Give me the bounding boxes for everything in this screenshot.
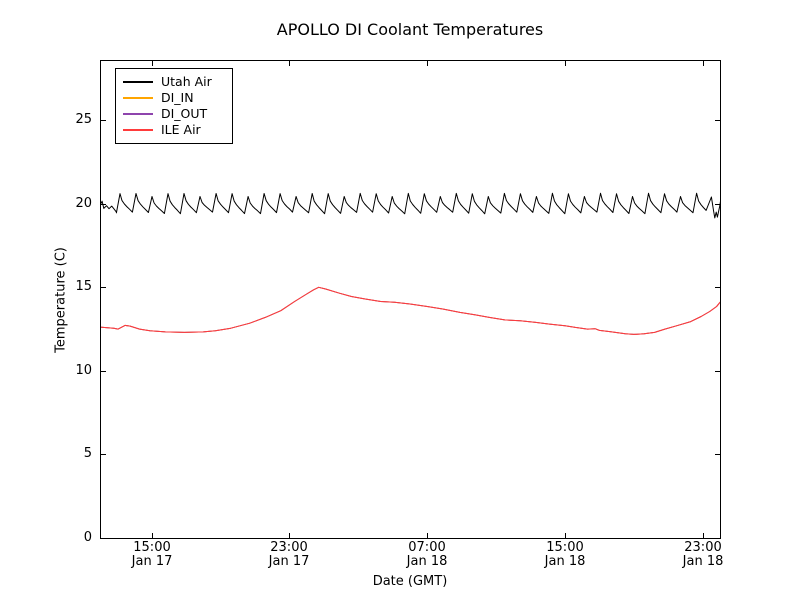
chart-title: APOLLO DI Coolant Temperatures: [276, 20, 544, 39]
legend: Utah Air DI_IN DI_OUT ILE Air: [115, 68, 233, 144]
legend-item-di-in: DI_IN: [123, 90, 226, 106]
series-line-di-out: [100, 286, 720, 335]
legend-label: DI_IN: [161, 90, 194, 105]
x-tick-label: 15:00 Jan 18: [520, 541, 610, 569]
series-lines: [100, 192, 720, 335]
x-axis-title: Date (GMT): [372, 574, 448, 589]
x-tick-label: 23:00 Jan 18: [658, 541, 748, 569]
axes-frame: [100, 60, 721, 539]
x-tick-date: Jan 17: [131, 554, 173, 569]
x-tick-time: 15:00: [133, 540, 171, 555]
y-tick-label: 10: [75, 363, 92, 378]
x-tick-label: 15:00 Jan 17: [107, 541, 197, 569]
x-tick-label: 07:00 Jan 18: [382, 541, 472, 569]
legend-line-swatch: [123, 129, 153, 131]
series-line-ile-air: [100, 286, 720, 335]
x-tick-time: 07:00: [408, 540, 446, 555]
legend-line-swatch: [123, 81, 153, 83]
y-axis-title: Temperature (C): [53, 247, 69, 353]
legend-item-utah-air: Utah Air: [123, 74, 226, 90]
x-tick-time: 23:00: [684, 540, 722, 555]
y-tick-label: 15: [75, 279, 92, 294]
x-tick-date: Jan 18: [682, 554, 724, 569]
legend-line-swatch: [123, 113, 153, 115]
legend-label: DI_OUT: [161, 106, 208, 121]
y-tick-label: 0: [83, 530, 92, 545]
y-tick-label: 20: [75, 196, 92, 211]
y-tick-label: 5: [83, 446, 92, 461]
y-tick-label: 25: [75, 112, 92, 127]
legend-item-ile-air: ILE Air: [123, 122, 226, 138]
legend-label: Utah Air: [161, 74, 212, 89]
x-tick-time: 23:00: [270, 540, 308, 555]
x-tick-date: Jan 17: [268, 554, 310, 569]
x-tick-date: Jan 18: [406, 554, 448, 569]
series-line-di-in: [100, 286, 720, 335]
series-line-utah-air: [100, 192, 720, 219]
legend-line-swatch: [123, 97, 153, 99]
x-tick-time: 15:00: [546, 540, 584, 555]
legend-item-di-out: DI_OUT: [123, 106, 226, 122]
x-tick-date: Jan 18: [544, 554, 586, 569]
x-tick-label: 23:00 Jan 17: [244, 541, 334, 569]
legend-label: ILE Air: [161, 122, 201, 137]
